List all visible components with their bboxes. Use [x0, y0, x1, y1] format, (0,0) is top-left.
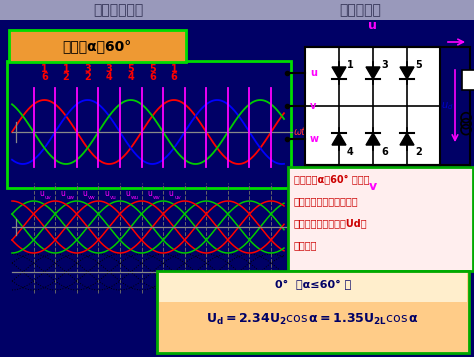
Text: 1: 1 [41, 64, 48, 74]
Text: u: u [104, 189, 109, 198]
FancyBboxPatch shape [157, 271, 469, 353]
Text: u: u [310, 68, 317, 78]
Text: 3: 3 [106, 64, 112, 74]
Text: u: u [61, 189, 65, 198]
Text: ωt: ωt [294, 127, 306, 137]
Text: 3: 3 [84, 64, 91, 74]
Text: 4: 4 [106, 72, 112, 82]
Bar [0, 0, 474, 20]
Text: $\mathbf{U_d = 2.34U_2\cos\alpha = 1.35U_{2L}\cos\alpha}$: $\mathbf{U_d = 2.34U_2\cos\alpha = 1.35U… [207, 311, 419, 327]
FancyBboxPatch shape [288, 167, 473, 271]
Polygon shape [366, 67, 380, 79]
Text: 0°  ＜α≤60° 时: 0° ＜α≤60° 时 [275, 280, 351, 290]
Text: 电阻负载α＜60° 时波形: 电阻负载α＜60° 时波形 [294, 174, 370, 184]
Text: uv: uv [174, 195, 181, 200]
Text: 6: 6 [149, 72, 155, 82]
FancyBboxPatch shape [7, 61, 291, 188]
Text: v: v [310, 101, 316, 111]
Text: u: u [126, 189, 130, 198]
Text: u: u [147, 189, 152, 198]
Text: wu: wu [131, 195, 139, 200]
Bar [305, 47, 440, 165]
Text: 6: 6 [171, 72, 177, 82]
Text: 2: 2 [84, 72, 91, 82]
Text: v: v [368, 180, 376, 193]
FancyBboxPatch shape [9, 30, 186, 62]
Text: 1: 1 [171, 64, 177, 74]
Text: 算式相同: 算式相同 [294, 240, 318, 250]
Text: 连续，感性负载与电阻性: 连续，感性负载与电阻性 [294, 196, 359, 206]
Text: u: u [169, 189, 173, 198]
Text: 1: 1 [63, 64, 69, 74]
Bar [462, 70, 474, 90]
Text: 1: 1 [347, 60, 354, 70]
Text: wv: wv [153, 195, 160, 200]
Bar [159, 273, 467, 302]
Text: u: u [39, 189, 44, 198]
Text: 三相桥式全控: 三相桥式全控 [93, 3, 143, 17]
Polygon shape [332, 67, 346, 79]
Text: w: w [310, 134, 319, 144]
Polygon shape [332, 133, 346, 145]
Text: 4: 4 [128, 72, 134, 82]
Text: 6: 6 [41, 72, 48, 82]
Text: 控制角α＝60°: 控制角α＝60° [63, 39, 132, 53]
Text: 负载电压波形一样，Ud计: 负载电压波形一样，Ud计 [294, 218, 368, 228]
Text: ωt: ωt [294, 222, 306, 232]
Text: 2: 2 [415, 147, 422, 157]
Polygon shape [400, 67, 414, 79]
Text: 4: 4 [347, 147, 354, 157]
Polygon shape [366, 133, 380, 145]
Text: 5: 5 [149, 64, 155, 74]
Text: 3: 3 [381, 60, 388, 70]
Text: 电感性负载: 电感性负载 [339, 3, 381, 17]
Text: 6: 6 [381, 147, 388, 157]
Text: 5: 5 [415, 60, 422, 70]
Text: u: u [368, 19, 377, 32]
Text: uw: uw [66, 195, 74, 200]
Text: vu: vu [109, 195, 116, 200]
Text: 2: 2 [63, 72, 69, 82]
Text: u: u [82, 189, 87, 198]
Polygon shape [400, 133, 414, 145]
Text: 5: 5 [128, 64, 134, 74]
Text: vw: vw [88, 195, 96, 200]
Text: $u_d$: $u_d$ [440, 100, 453, 112]
Text: uv: uv [45, 195, 51, 200]
